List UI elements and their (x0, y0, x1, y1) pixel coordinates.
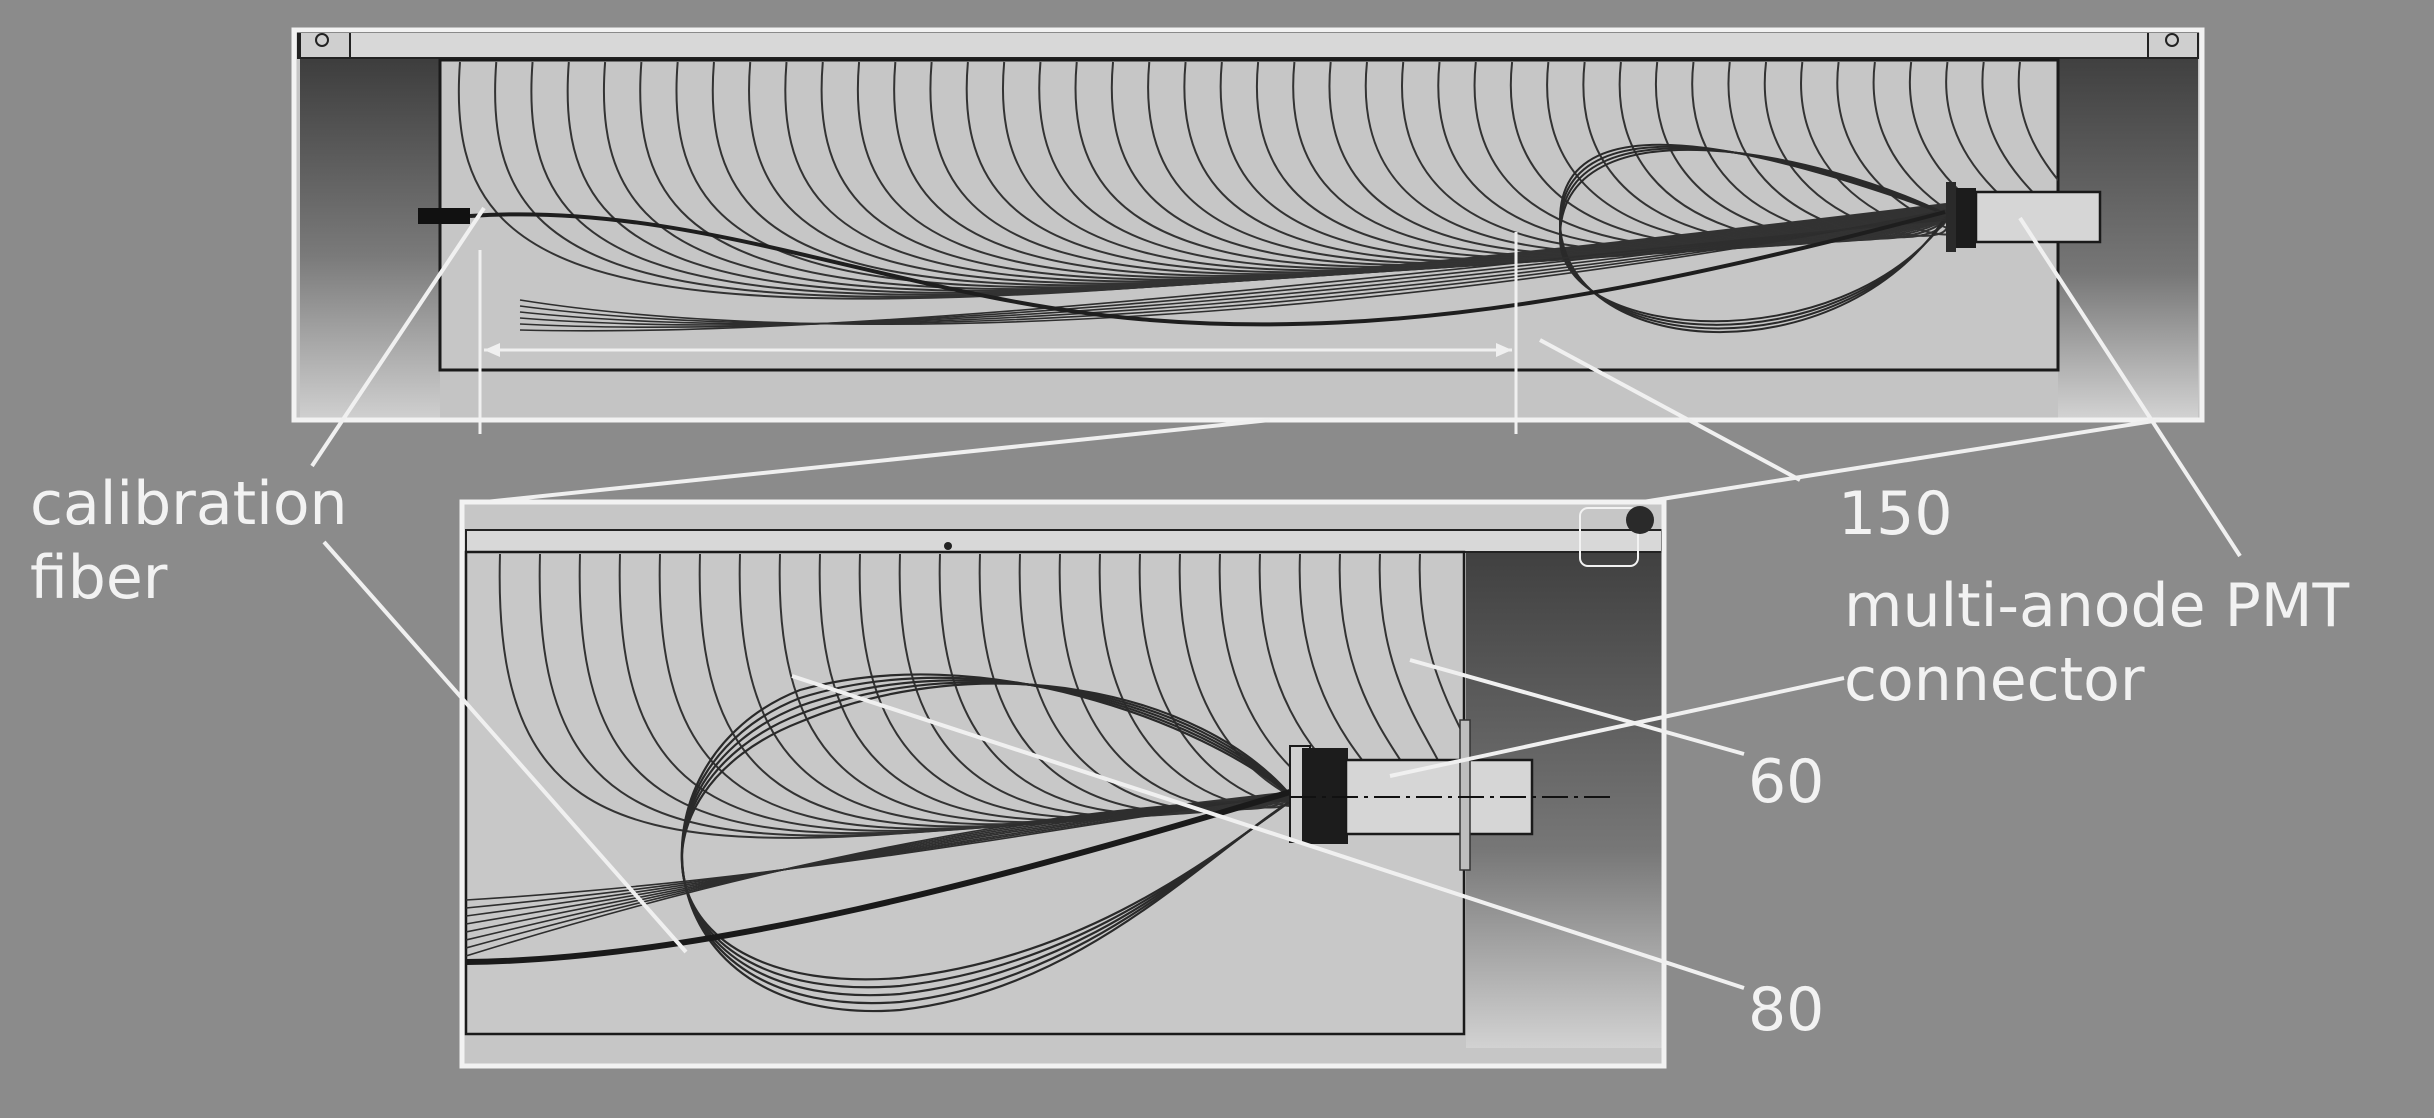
top-fiber-strand (1618, 61, 1947, 243)
bottom-pmt-mount (1459, 719, 1471, 871)
bottom-loop-strand (680, 682, 1293, 981)
leader-60 (1409, 658, 1745, 756)
top-panel (291, 27, 2205, 434)
top-pmt-flange (1946, 182, 1956, 252)
leader-150 (1539, 338, 1801, 482)
leader-pmt-top (2018, 216, 2242, 558)
label-dim-60: 60 (1748, 747, 1824, 817)
top-panel-frame (291, 27, 2205, 423)
leader-calibration-bottom (322, 540, 688, 954)
bottom-calibration-fiber (465, 789, 1291, 965)
top-bundle-strand (519, 219, 1947, 332)
top-screw-left (315, 33, 329, 47)
label-calibration-line2: fiber (30, 543, 168, 613)
dim-150-arrow-left (484, 343, 500, 357)
top-screw-right (2165, 33, 2179, 47)
leader-pmt-bottom (1389, 676, 1845, 778)
top-bundle-strand (519, 211, 1947, 325)
zoom-guide-left (465, 418, 1271, 506)
top-bundle-strand (519, 215, 1947, 326)
top-fiber-strand (1691, 61, 1947, 240)
top-rail (297, 31, 2199, 59)
bottom-rail (465, 529, 1663, 553)
top-bundle-strand (519, 209, 1947, 325)
callout-labels: calibration fiber 150 multi-anode PMT co… (30, 469, 2350, 1045)
label-dim-150: 150 (1838, 479, 1953, 549)
label-dim-80: 80 (1748, 975, 1824, 1045)
bottom-bundle-strand (466, 800, 1293, 957)
top-pmt-body (1974, 190, 2102, 244)
leader-lines (310, 206, 2242, 990)
top-fiber-strand (1763, 61, 1949, 237)
top-loop-strand (1558, 148, 1947, 323)
leader-80 (791, 674, 1745, 990)
top-fiber-bundle (457, 61, 2058, 334)
bottom-bracket-screw (1626, 506, 1654, 534)
top-fiber-end-connector (418, 208, 470, 224)
leader-calibration-top (310, 206, 486, 468)
top-bundle-strand (519, 217, 1947, 329)
label-pmt-line2: connector (1844, 645, 2145, 715)
bottom-rail-screw (944, 542, 952, 550)
zoom-guide-right (1629, 418, 2161, 506)
top-calibration-fiber (469, 210, 1946, 327)
top-fiber-strand (1401, 61, 1947, 253)
bottom-panel (459, 499, 1667, 1069)
label-calibration-line1: calibration (30, 469, 348, 539)
top-fiber-strand (1546, 61, 1947, 246)
top-left-shadow (300, 58, 440, 418)
dim-150-arrow-right (1496, 343, 1512, 357)
label-pmt-line1: multi-anode PMT (1844, 571, 2350, 641)
top-bundle-strand (519, 213, 1947, 325)
bottom-panel-frame (459, 499, 1667, 1069)
bottom-bracket-outline (1579, 507, 1639, 567)
